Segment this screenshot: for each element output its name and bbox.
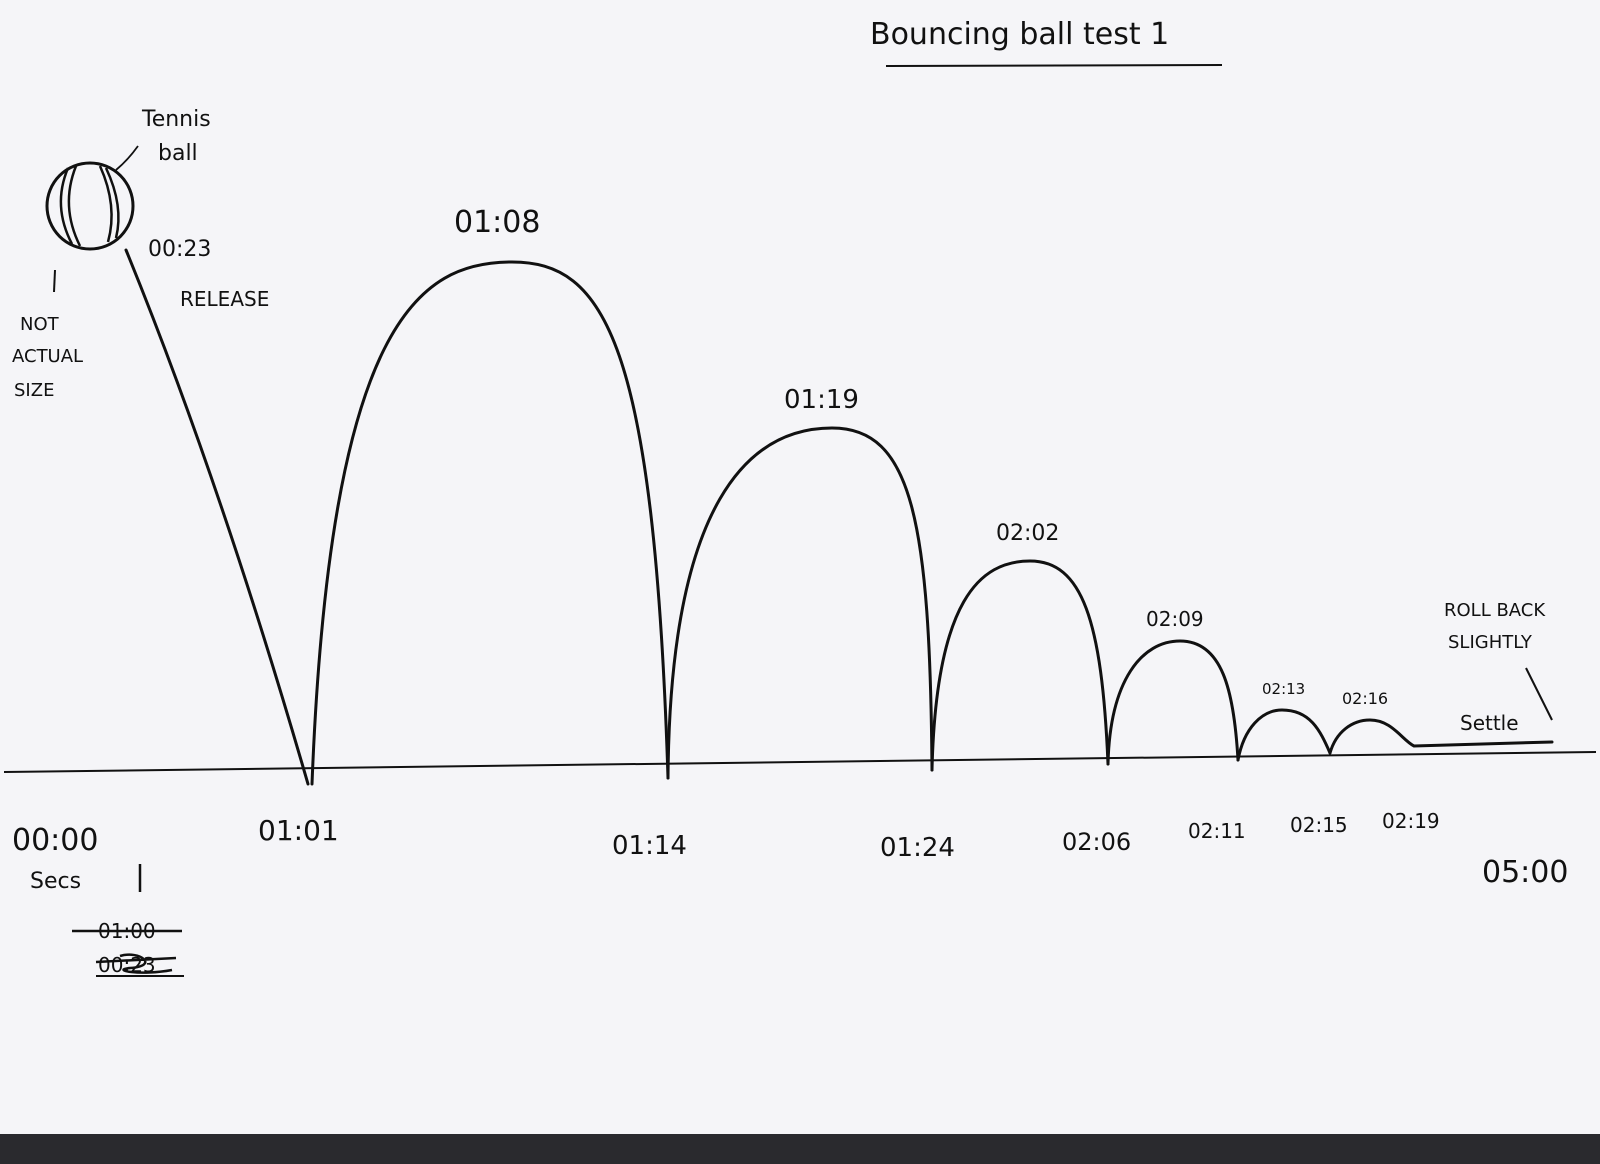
ball-label-line1: Tennis: [141, 107, 211, 132]
bounce-arc-3: [930, 559, 1110, 772]
start-time: 00:00: [12, 823, 98, 858]
bounce-arc-2: [666, 426, 934, 780]
release-label: RELEASE: [180, 287, 269, 311]
ball-label-line2: ball: [158, 141, 198, 166]
contact-label-5: 02:11: [1188, 819, 1246, 843]
peak-label-6: 02:16: [1342, 689, 1388, 708]
bounce-arc-5: [1236, 708, 1332, 762]
ball-label-leader: [115, 145, 139, 171]
note-line-2: ACTUAL: [12, 346, 83, 367]
tennis-ball-icon: [45, 161, 135, 251]
roll-back-line-1: ROLL BACK: [1444, 600, 1546, 621]
contact-label-7: 02:19: [1382, 809, 1440, 833]
ground-line: [3, 751, 1597, 773]
contact-label-6: 02:15: [1290, 813, 1348, 837]
peak-label-3: 02:02: [996, 521, 1059, 546]
bounce-arc-1: [310, 260, 670, 786]
note-line-3: SIZE: [14, 380, 54, 401]
contact-label-3: 01:24: [880, 833, 955, 863]
peak-label-2: 01:19: [784, 385, 859, 415]
bounce-arc-6: [1328, 718, 1554, 755]
peak-label-5: 02:13: [1262, 680, 1305, 698]
roll-back-line-2: SLIGHTLY: [1448, 632, 1533, 653]
release-time: 00:23: [148, 237, 211, 262]
drop-path: [124, 248, 310, 786]
units-label: Secs: [30, 869, 81, 894]
sketch-title: Bouncing ball test 1: [870, 17, 1169, 52]
peak-label-4: 02:09: [1146, 607, 1204, 631]
bounce-arc-4: [1106, 639, 1240, 766]
scan-edge: [0, 1134, 1600, 1164]
peak-label-1: 01:08: [454, 205, 540, 240]
note-leader: [53, 269, 56, 293]
end-time: 05:00: [1482, 855, 1568, 890]
strike-2: [95, 953, 177, 974]
contact-label-1: 01:01: [258, 814, 339, 847]
contact-label-2: 01:14: [612, 831, 687, 861]
contact-label-4: 02:06: [1062, 828, 1131, 856]
settle-label: Settle: [1460, 711, 1519, 735]
title-underline: [885, 64, 1223, 67]
ball-label: Tennis ball: [141, 107, 211, 166]
roll-back-leader: [1525, 667, 1553, 721]
note-line-1: NOT: [20, 314, 60, 335]
crossed-out-values: 01:00 00:23: [72, 919, 184, 977]
ball-trajectory: [124, 248, 1554, 786]
